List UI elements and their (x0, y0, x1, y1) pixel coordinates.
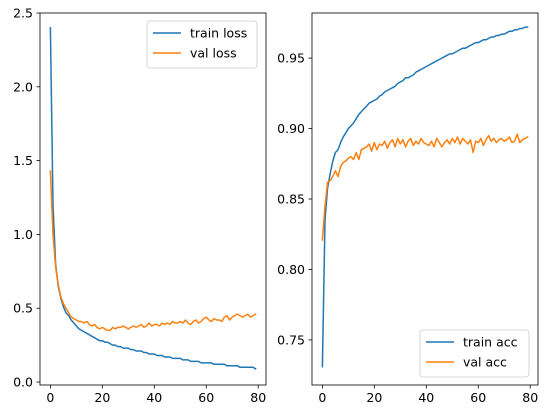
accuracy-chart: 0 20 40 60 80 0.75 0.80 0.85 0.90 0.95 train acc va… (277, 12, 539, 405)
acc-x-tick-label: 80 (522, 390, 538, 405)
loss-y-tick-label: 0.5 (13, 301, 33, 316)
loss-y-tick-label: 1.5 (13, 153, 33, 168)
loss-x-tick-label: 20 (94, 390, 110, 405)
loss-legend: train loss val loss (146, 20, 258, 69)
acc-axes-frame (311, 12, 539, 386)
loss-series-train-loss-line (49, 27, 257, 370)
acc-x-tick-label: 20 (366, 390, 382, 405)
loss-legend-label: val loss (190, 46, 237, 61)
loss-series-val-loss-line (49, 170, 257, 332)
acc-series-val-acc-line (321, 133, 529, 241)
acc-legend-label: val acc (463, 355, 507, 370)
loss-x-tick-label: 40 (146, 390, 162, 405)
acc-series-train-acc-line (321, 26, 529, 368)
loss-x-tick-label: 80 (250, 390, 266, 405)
loss-chart: 0 20 40 60 80 0.0 0.5 1.0 1.5 2.0 2.5 train loss val… (13, 6, 267, 405)
loss-y-tick-label: 1.0 (13, 227, 33, 242)
loss-x-tick-label: 0 (46, 390, 54, 405)
acc-y-tick-label: 0.85 (277, 192, 305, 207)
acc-y-tick-label: 0.90 (277, 121, 305, 136)
acc-legend: train acc val acc (419, 329, 530, 378)
acc-x-tick-label: 40 (418, 390, 434, 405)
loss-y-tick-label: 2.0 (13, 79, 33, 94)
loss-y-tick-label: 0.0 (13, 375, 33, 390)
acc-y-tick-label: 0.80 (277, 262, 305, 277)
loss-y-tick-label: 2.5 (13, 6, 33, 21)
acc-x-tick-label: 0 (318, 390, 326, 405)
acc-x-tick-label: 60 (470, 390, 486, 405)
loss-x-tick-label: 60 (198, 390, 214, 405)
loss-axes-frame (39, 12, 267, 386)
acc-y-tick-label: 0.75 (277, 332, 305, 347)
loss-legend-label: train loss (190, 26, 247, 41)
acc-legend-label: train acc (463, 335, 518, 350)
acc-y-tick-label: 0.95 (277, 51, 305, 66)
